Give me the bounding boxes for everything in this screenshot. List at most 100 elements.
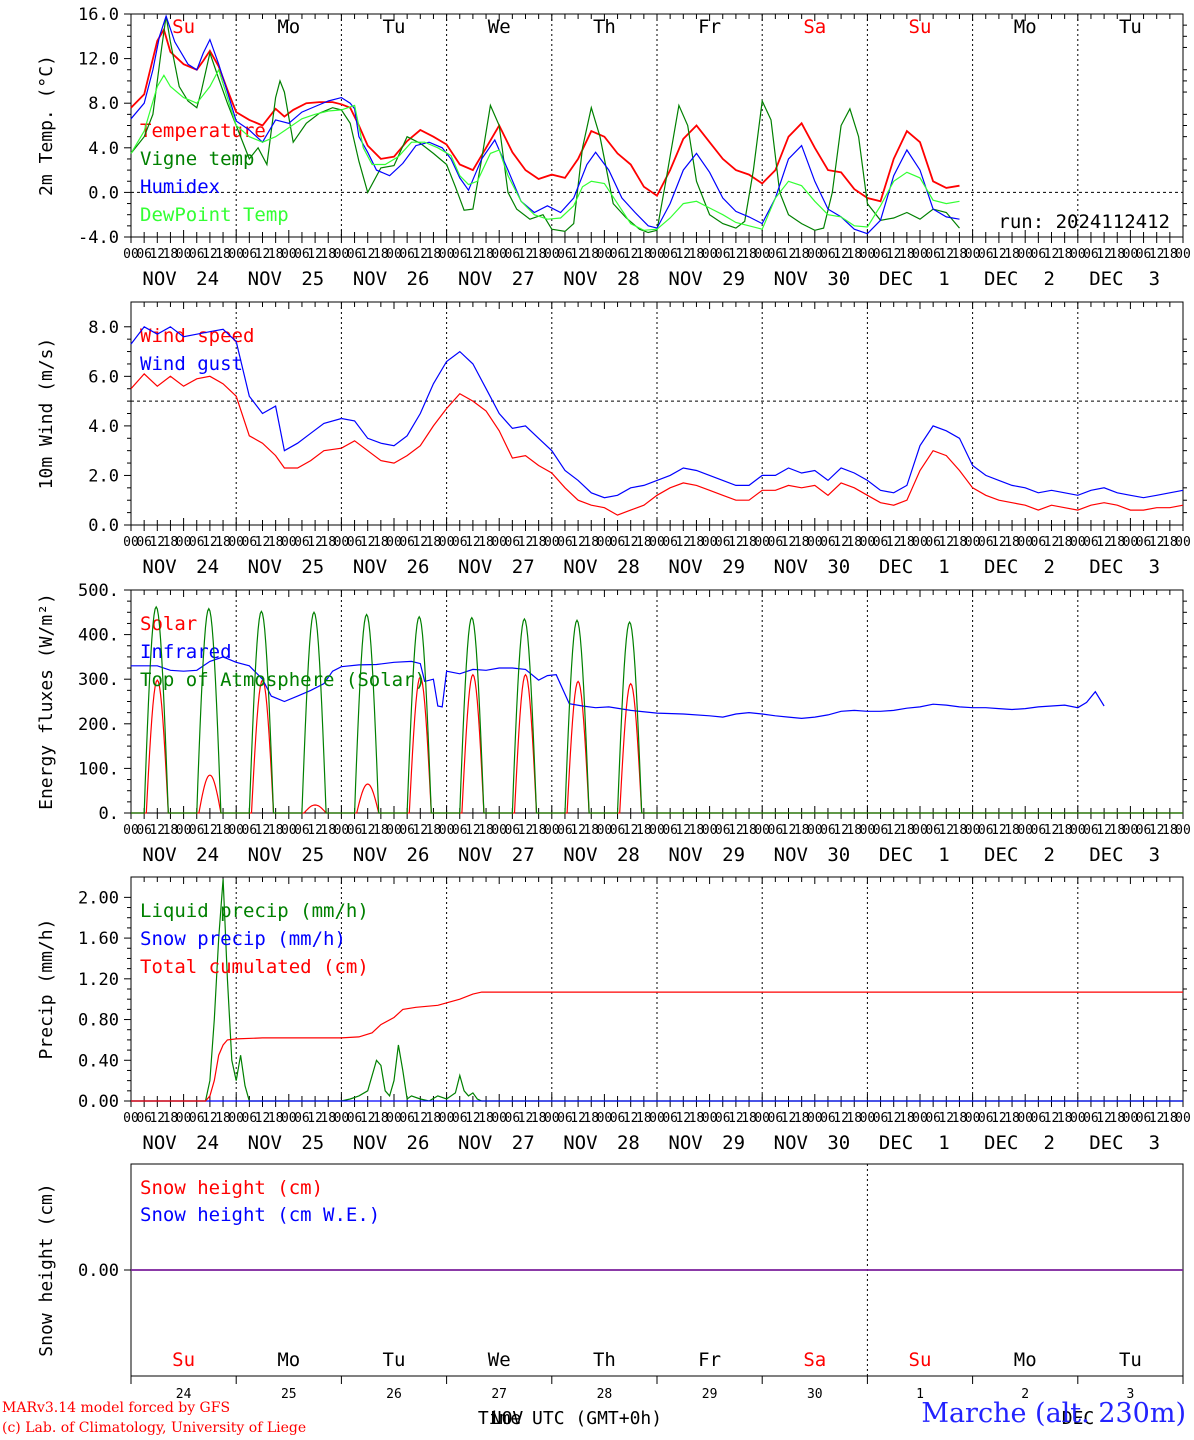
hour-tick-label: 00	[386, 1111, 402, 1126]
day-label-date: 3	[1149, 268, 1160, 290]
day-label-date: 26	[407, 268, 430, 290]
hour-tick-label: 06	[347, 823, 363, 838]
hour-tick-label: 12	[518, 823, 534, 838]
hour-tick-label: 00	[491, 1111, 507, 1126]
hour-tick-label: 18	[794, 1111, 810, 1126]
hour-tick-label: 00	[702, 535, 718, 550]
hour-tick-label: 06	[925, 247, 941, 262]
hour-tick-label: 06	[768, 535, 784, 550]
hour-tick-label: 06	[978, 247, 994, 262]
hour-tick-label: 18	[846, 247, 862, 262]
hour-tick-label: 06	[399, 535, 415, 550]
y-tick-label: -4.0	[78, 228, 119, 248]
y-tick-label: 100.	[78, 759, 119, 779]
hour-tick-label: 00	[912, 535, 928, 550]
day-label-date: 28	[617, 268, 640, 290]
day-label-date: 1	[938, 844, 949, 866]
y-tick-label: 0.0	[88, 183, 119, 203]
y-tick-label: 0.0	[88, 516, 119, 536]
hour-tick-label: 00	[860, 247, 876, 262]
hour-tick-label: 12	[833, 823, 849, 838]
hour-tick-label: 18	[373, 247, 389, 262]
day-label-date: 29	[722, 556, 745, 578]
hour-tick-label: 12	[886, 247, 902, 262]
day-number-label: 25	[281, 1387, 297, 1402]
day-label-date: 1	[938, 268, 949, 290]
hour-tick-label: 18	[268, 823, 284, 838]
hour-tick-label: 12	[149, 1111, 165, 1126]
hour-tick-label: 18	[163, 247, 179, 262]
hour-tick-label: 18	[268, 535, 284, 550]
hour-tick-label: 12	[255, 247, 271, 262]
weekday-label-bottom: Th	[593, 1349, 616, 1371]
y-tick-label: 0.80	[78, 1011, 119, 1031]
hour-tick-label: 18	[1109, 1111, 1125, 1126]
hour-tick-label: 00	[1123, 247, 1139, 262]
weekday-label: Sa	[803, 16, 826, 38]
day-number-label: 29	[702, 1387, 718, 1402]
hour-tick-label: 18	[794, 535, 810, 550]
hour-tick-label: 00	[965, 247, 981, 262]
hour-tick-label: 18	[215, 247, 231, 262]
y-tick-label: 0.00	[78, 1092, 119, 1112]
hour-tick-label: 06	[294, 823, 310, 838]
hour-tick-label: 12	[465, 823, 481, 838]
y-tick-label: 16.0	[78, 5, 119, 25]
day-label-date: 29	[722, 1132, 745, 1154]
series-line-top-of-atmosphere-solar-	[131, 605, 1183, 814]
hour-tick-label: 18	[1057, 823, 1073, 838]
day-number-label: 26	[386, 1387, 402, 1402]
weekday-label: We	[488, 16, 511, 38]
hour-tick-label: 00	[965, 823, 981, 838]
weekday-label: Tu	[1119, 16, 1142, 38]
hour-tick-label: 00	[334, 1111, 350, 1126]
hour-tick-label: 06	[294, 1111, 310, 1126]
hour-tick-label: 00	[1017, 1111, 1033, 1126]
hour-tick-label: 06	[136, 1111, 152, 1126]
hour-tick-label: 12	[781, 823, 797, 838]
day-label-month: DEC	[879, 556, 913, 578]
hour-tick-label: 06	[715, 823, 731, 838]
hour-tick-label: 12	[991, 1111, 1007, 1126]
day-label-month: DEC	[1089, 556, 1123, 578]
hour-tick-label: 00	[491, 535, 507, 550]
y-axis-title: Snow height (cm)	[36, 1183, 57, 1356]
hour-tick-label: 12	[623, 1111, 639, 1126]
hour-tick-label: 00	[281, 823, 297, 838]
hour-tick-label: 00	[544, 247, 560, 262]
day-label-date: 25	[301, 556, 324, 578]
legend-entry: Total cumulated (cm)	[140, 956, 369, 978]
hour-tick-label: 12	[781, 535, 797, 550]
hour-tick-label: 00	[1017, 823, 1033, 838]
hour-tick-label: 00	[439, 247, 455, 262]
day-label-month: NOV	[774, 1132, 808, 1154]
hour-tick-label: 12	[1044, 247, 1060, 262]
hour-tick-label: 00	[860, 535, 876, 550]
hour-tick-label: 18	[1162, 535, 1178, 550]
hour-tick-label: 18	[163, 823, 179, 838]
hour-tick-label: 06	[294, 535, 310, 550]
day-label-month: NOV	[668, 268, 702, 290]
day-label-date: 2	[1043, 844, 1054, 866]
day-label-month: NOV	[563, 1132, 597, 1154]
hour-tick-label: 06	[1136, 535, 1152, 550]
legend-entry: Humidex	[140, 176, 220, 198]
y-tick-label: 200.	[78, 715, 119, 735]
hour-tick-label: 00	[754, 535, 770, 550]
hour-tick-label: 18	[215, 1111, 231, 1126]
legend-entry: Wind speed	[140, 325, 254, 347]
hour-tick-label: 06	[1031, 247, 1047, 262]
hour-tick-label: 18	[1004, 823, 1020, 838]
hour-tick-label: 18	[1004, 1111, 1020, 1126]
hour-tick-label: 06	[452, 823, 468, 838]
station-overprint: DEC	[1062, 1408, 1095, 1429]
hour-tick-label: 06	[925, 823, 941, 838]
day-label-month: NOV	[668, 556, 702, 578]
hour-tick-label: 12	[307, 535, 323, 550]
day-label-date: 25	[301, 1132, 324, 1154]
legend-entry: Infrared	[140, 641, 232, 663]
day-label-month: DEC	[984, 844, 1018, 866]
hour-tick-label: 12	[202, 535, 218, 550]
hour-tick-label: 18	[741, 823, 757, 838]
